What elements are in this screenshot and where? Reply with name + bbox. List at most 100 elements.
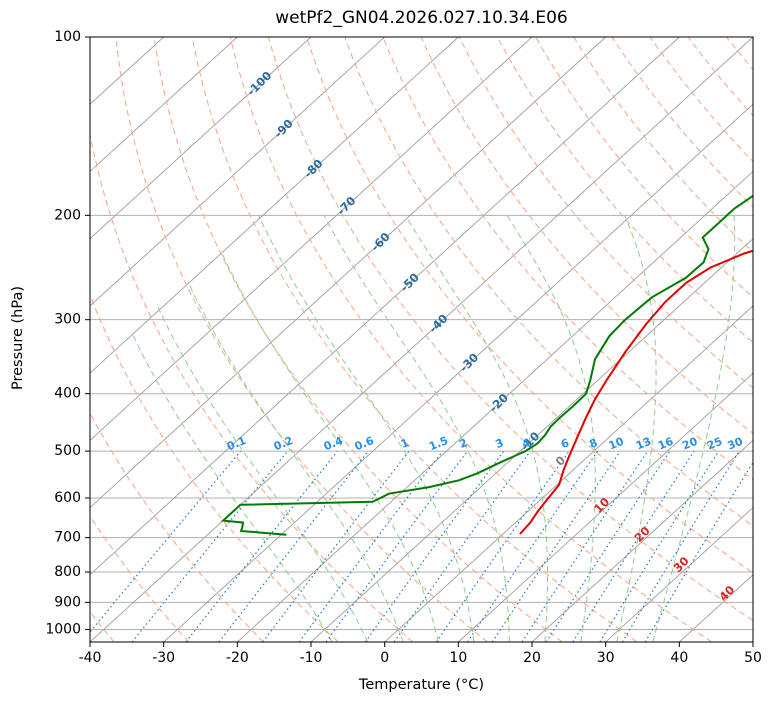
mixing-ratio-line xyxy=(572,450,695,642)
y-tick-label: 800 xyxy=(54,564,81,580)
mixing-ratio-label: 0.4 xyxy=(322,434,345,453)
y-tick-label: 900 xyxy=(54,594,81,610)
mixing-ratio-line xyxy=(262,450,410,642)
chart-title: wetPf2_GN04.2026.027.10.34.E06 xyxy=(275,8,568,28)
isotherm-line xyxy=(90,37,312,240)
dry-adiabat-line xyxy=(611,37,753,208)
x-tick-label: -40 xyxy=(79,650,102,666)
y-tick-label: 1000 xyxy=(45,621,81,637)
isotherm-line xyxy=(163,103,753,642)
mixing-ratio-line xyxy=(599,450,720,642)
x-tick-label: -20 xyxy=(226,650,249,666)
isotherm-line xyxy=(237,170,753,642)
isotherm-line xyxy=(531,439,753,642)
y-tick-label: 200 xyxy=(54,207,81,223)
x-tick-label: -10 xyxy=(300,650,323,666)
dry-adiabat-label: -100 xyxy=(244,68,274,98)
dry-adiabat-line xyxy=(420,37,753,435)
mixing-ratio-label: 2 xyxy=(457,436,469,451)
dry-adiabat-line xyxy=(649,37,753,163)
mixing-ratio-label: 13 xyxy=(634,435,653,453)
moist-adiabat-line xyxy=(258,215,475,642)
x-tick-label: 40 xyxy=(670,650,688,666)
mixing-ratio-line xyxy=(90,450,242,633)
dry-adiabat-line xyxy=(191,37,638,642)
x-tick-label: 50 xyxy=(744,650,762,666)
isotherm-line xyxy=(90,37,680,576)
mixing-ratio-line xyxy=(435,450,570,642)
isotherm-line xyxy=(90,37,753,642)
dry-adiabat-line xyxy=(765,37,775,642)
moist-adiabat-line xyxy=(323,215,510,642)
dry-adiabat-line xyxy=(344,37,753,527)
y-tick-label: 100 xyxy=(54,29,81,45)
mixing-ratio-line xyxy=(491,450,621,642)
x-tick-label: 20 xyxy=(523,650,541,666)
dry-adiabat-line xyxy=(268,37,753,622)
mixing-ratio-line xyxy=(185,450,339,642)
dry-adiabat-line xyxy=(306,37,753,574)
mixing-ratio-label: 25 xyxy=(705,435,724,453)
moist-adiabat-label: 40 xyxy=(716,583,737,604)
x-tick-label: 10 xyxy=(449,650,467,666)
isotherm-line xyxy=(605,506,753,642)
moist-adiabat-line xyxy=(404,215,548,642)
mixing-ratio-line xyxy=(298,450,444,642)
isotherm-line xyxy=(90,37,459,374)
isotherm-line xyxy=(90,37,238,173)
mixing-ratio-line xyxy=(218,450,369,642)
moist-adiabat-line xyxy=(157,306,369,642)
mixing-ratio-line xyxy=(131,450,289,642)
isotherm-line xyxy=(458,372,753,642)
x-tick-label: -30 xyxy=(152,650,175,666)
moist-adiabat-line xyxy=(652,215,736,642)
mixing-ratio-label: 16 xyxy=(656,435,675,453)
moist-adiabat-line xyxy=(506,215,596,642)
mixing-ratio-line xyxy=(545,450,671,642)
dry-adiabat-line xyxy=(458,37,753,389)
mixing-ratio-line xyxy=(325,450,468,642)
mixing-ratio-label: 0.2 xyxy=(272,434,295,453)
mixing-ratio-label: 10 xyxy=(607,435,626,453)
y-tick-label: 700 xyxy=(54,530,81,546)
moist-adiabat-label: 20 xyxy=(632,524,653,545)
isotherm-line xyxy=(90,37,164,105)
dry-adiabat-line xyxy=(382,37,753,481)
dry-adiabat-line xyxy=(90,515,190,642)
dry-adiabat-line xyxy=(90,412,264,642)
isotherm-line xyxy=(90,37,533,441)
dry-adiabat-line xyxy=(90,131,414,642)
isotherm-line xyxy=(752,641,753,642)
y-tick-label: 400 xyxy=(54,386,81,402)
mixing-ratio-label: 3 xyxy=(494,436,506,451)
moist-adiabat-line xyxy=(220,251,439,642)
dry-adiabat-line xyxy=(573,37,753,253)
mixing-ratio-label: 0.1 xyxy=(225,434,248,453)
temperature-profile-line xyxy=(519,249,753,535)
isotherm-line xyxy=(90,37,385,307)
mixing-ratio-line xyxy=(521,450,649,642)
dry-adiabat-line xyxy=(726,37,753,71)
mixing-ratio-label: 30 xyxy=(726,435,745,453)
mixing-ratio-line xyxy=(621,450,740,642)
dry-adiabat-line xyxy=(496,37,753,344)
dry-adiabat-line xyxy=(90,611,115,642)
mixing-ratio-label: 20 xyxy=(680,435,699,453)
isotherm-line xyxy=(384,305,753,642)
mixing-ratio-label: 1 xyxy=(399,436,411,451)
y-tick-label: 500 xyxy=(54,443,81,459)
mixing-ratio-label: 0.6 xyxy=(353,434,376,453)
x-tick-label: 0 xyxy=(380,650,389,666)
dry-adiabat-line xyxy=(687,37,753,117)
mixing-ratio-label: 6 xyxy=(559,436,571,451)
y-tick-label: 600 xyxy=(54,490,81,506)
isotherm-line xyxy=(310,238,753,642)
mixing-ratio-line xyxy=(364,450,505,642)
dry-adiabat-line xyxy=(115,37,488,642)
y-tick-label: 300 xyxy=(54,312,81,328)
mixing-ratio-label: 8 xyxy=(588,436,600,451)
isotherm-line xyxy=(90,37,606,509)
dewpoint-profile-line xyxy=(220,194,753,536)
plot-frame xyxy=(89,36,754,643)
